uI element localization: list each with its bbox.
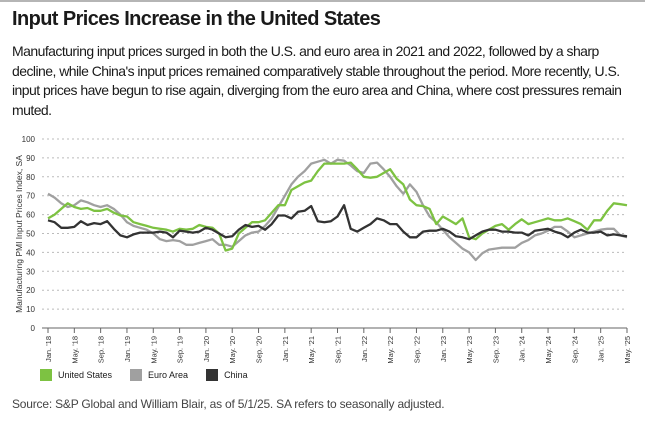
legend-label: Euro Area [148,370,189,380]
x-tick-label: May. '20 [228,336,237,364]
y-tick-label: 60 [26,211,35,220]
y-tick-label: 40 [26,248,35,257]
x-tick-label: Jan. '18 [44,336,53,362]
legend-swatch [40,369,52,381]
x-tick-label: Jan. '22 [360,336,369,362]
legend-label: China [224,370,248,380]
y-tick-label: 80 [26,173,35,182]
legend-swatch [206,369,219,381]
x-tick-label: Jan. '19 [123,336,132,362]
y-tick-label: 70 [26,192,35,201]
y-tick-label: 50 [26,230,35,239]
x-tick-label: Jan. '21 [281,336,290,362]
top-border [0,0,645,2]
legend-item-us: United States [40,369,112,381]
x-tick-label: Jan. '20 [202,336,211,362]
series-line-china [47,204,628,241]
legend-item-euro: Euro Area [130,369,188,381]
chart-title: Input Prices Increase in the United Stat… [12,8,381,30]
legend-item-china: China [206,369,248,381]
x-tick-label: Sep. '21 [334,336,343,363]
x-tick-label: May. '25 [623,336,632,364]
y-tick-label: 10 [26,305,35,314]
source-note: Source: S&P Global and William Blair, as… [12,397,445,411]
y-tick-label: 30 [26,267,35,276]
legend-swatch [130,369,143,381]
y-tick-label: 0 [31,324,36,333]
legend-label: United States [58,370,113,380]
x-tick-label: Jan. '25 [597,336,606,362]
x-tick-label: May. '18 [70,336,79,364]
chart-description: Manufacturing input prices surged in bot… [12,43,622,118]
series-line-united-states [47,161,628,252]
x-tick-label: Sep. '20 [255,336,264,363]
x-tick-label: May. '19 [149,336,158,364]
x-tick-label: Jan. '24 [518,336,527,362]
x-tick-label: Sep. '22 [412,336,421,363]
x-tick-label: May. '23 [465,336,474,364]
series-line-euro-area [47,158,628,262]
x-tick-label: May. '22 [386,336,395,364]
y-tick-label: 20 [26,286,35,295]
x-tick-label: Jan. '23 [439,336,448,362]
x-tick-label: May. '24 [544,336,553,364]
y-tick-label: 100 [22,135,36,144]
y-tick-label: 90 [26,154,35,163]
legend: United States Euro Area China [40,369,266,381]
x-tick-label: Sep. '24 [570,336,579,363]
x-tick-label: Sep. '18 [97,336,106,363]
x-tick-label: May. '21 [307,336,316,364]
x-tick-label: Sep. '19 [176,336,185,363]
x-tick-label: Sep. '23 [491,336,500,363]
y-axis-label: Manufacturing PMI Input Prices Index, SA [14,155,24,313]
